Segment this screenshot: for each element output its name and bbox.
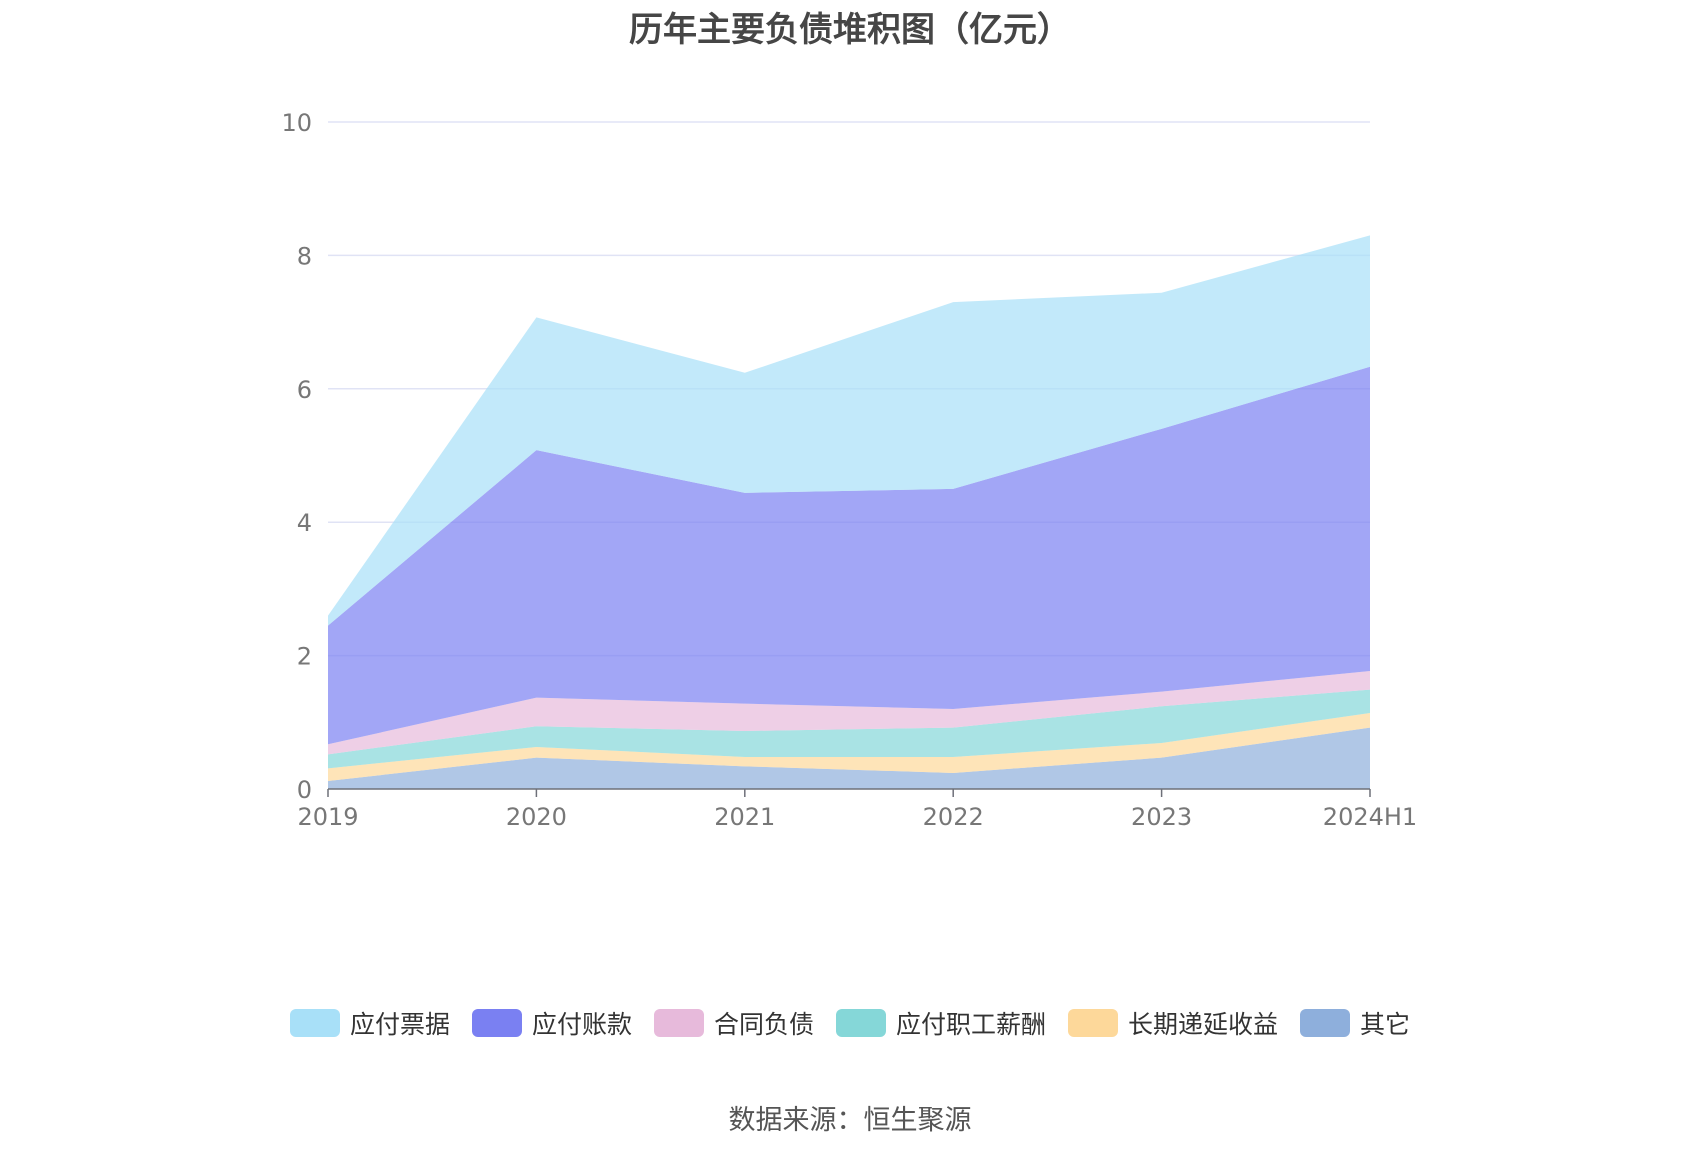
- legend-label: 应付票据: [349, 1010, 450, 1039]
- area-series: [328, 727, 1370, 789]
- legend-item[interactable]: 合同负债: [653, 1005, 814, 1041]
- legend-item[interactable]: 应付账款: [471, 1005, 632, 1041]
- y-tick-label: 4: [297, 509, 312, 537]
- area-series: [328, 366, 1370, 745]
- area-series: [328, 235, 1370, 626]
- legend-item[interactable]: 长期递延收益: [1068, 1005, 1278, 1041]
- axes: 0 2 4 6 8 10 2019 2020 2021 2022 2023 2024H1: [281, 109, 1417, 831]
- legend: 应付票据 应付账款 合同负债 应付职工薪酬 长期递延收益 其它: [0, 1005, 1700, 1041]
- legend-label: 合同负债: [713, 1010, 814, 1039]
- area-series: [328, 689, 1370, 769]
- y-tick-label: 2: [297, 643, 312, 671]
- legend-label: 应付账款: [531, 1010, 632, 1039]
- legend-label: 应付职工薪酬: [896, 1010, 1047, 1039]
- x-tick-label: 2019: [297, 803, 358, 831]
- legend-item[interactable]: 应付职工薪酬: [836, 1005, 1046, 1041]
- x-tick-label: 2022: [923, 803, 984, 831]
- legend-swatch: [1068, 1009, 1119, 1037]
- legend-item[interactable]: 应付票据: [289, 1005, 450, 1041]
- x-tick-label: 2021: [714, 803, 775, 831]
- legend-swatch: [471, 1009, 522, 1037]
- legend-label: 其它: [1360, 1010, 1411, 1039]
- legend-label: 长期递延收益: [1128, 1010, 1279, 1039]
- chart-title: 历年主要负债堆积图（亿元）: [629, 10, 1071, 50]
- x-tick-label: 2020: [506, 803, 567, 831]
- legend-swatch: [836, 1009, 886, 1037]
- x-tick-label: 2023: [1131, 803, 1192, 831]
- x-tick-label: 2024H1: [1323, 803, 1417, 831]
- y-tick-label: 6: [297, 376, 312, 404]
- legend-swatch: [1300, 1009, 1351, 1037]
- area-series: [328, 670, 1370, 755]
- y-tick-label: 8: [297, 242, 312, 270]
- y-tick-label: 10: [281, 109, 312, 137]
- area-series-group: [328, 235, 1370, 789]
- y-tick-label: 0: [297, 776, 312, 804]
- data-source: 数据来源：恒生聚源: [728, 1105, 972, 1136]
- legend-item[interactable]: 其它: [1300, 1005, 1410, 1041]
- legend-swatch: [653, 1009, 704, 1037]
- legend-swatch: [289, 1009, 340, 1037]
